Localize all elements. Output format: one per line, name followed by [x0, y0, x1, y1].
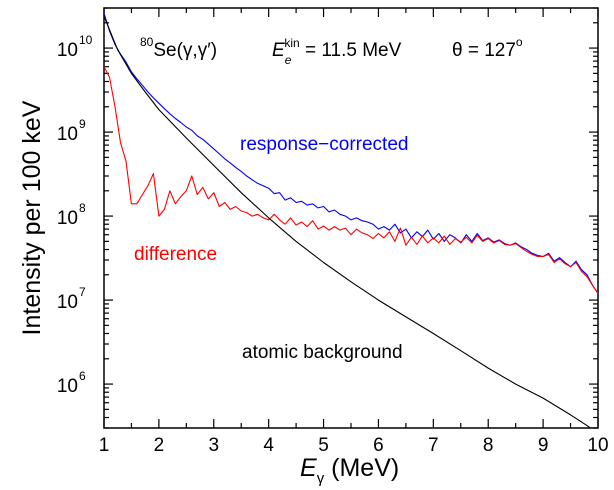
energy-value: = 11.5 MeV [300, 40, 402, 61]
x-tick-labels: 1 2 3 4 5 6 7 8 9 10 [99, 435, 609, 456]
x-axis-unit: (MeV) [324, 454, 399, 482]
reaction-superscript: 80 [140, 35, 154, 49]
label-response-corrected: response−corrected [240, 134, 408, 155]
x-tick-label: 5 [318, 435, 329, 456]
series-line-atomic-background [104, 15, 592, 428]
y-tick-label: 10 [57, 376, 78, 397]
y-tick-label: 10 [57, 124, 78, 145]
series-line-response-corrected [104, 13, 598, 294]
x-tick-label: 9 [538, 435, 549, 456]
energy-subscript: e [285, 53, 292, 67]
series-lines [104, 13, 598, 428]
x-tick-label: 1 [99, 435, 110, 456]
reaction-text: Se(γ,γ′) [153, 40, 217, 61]
x-axis-title: Eγ (MeV) [300, 454, 399, 487]
y-tick-exponent: 7 [79, 285, 86, 299]
x-tick-label: 8 [483, 435, 494, 456]
energy-annotation: Ee kin = 11.5 MeV [272, 36, 402, 67]
x-tick-label: 4 [263, 435, 274, 456]
y-tick-exponent: 8 [79, 201, 86, 215]
y-tick-exponent: 6 [79, 369, 86, 383]
x-axis-subscript: γ [317, 470, 325, 487]
plot-frame [103, 7, 599, 429]
angle-superscript: o [516, 35, 523, 49]
y-axis-title: Intensity per 100 keV [18, 100, 46, 335]
energy-symbol: E [272, 40, 285, 61]
label-atomic-background: atomic background [242, 342, 403, 363]
reaction-annotation: 80Se(γ,γ′) [140, 35, 217, 61]
y-tick-label: 10 [57, 208, 78, 229]
angle-text: θ = 127 [452, 40, 516, 61]
label-difference: difference [134, 244, 217, 265]
y-tick-label: 10 [57, 292, 78, 313]
axis-ticks [103, 7, 599, 429]
x-axis-symbol: E [300, 454, 317, 482]
x-tick-label: 2 [154, 435, 165, 456]
x-tick-label: 7 [428, 435, 439, 456]
y-tick-exponent: 10 [79, 33, 93, 47]
x-tick-label: 10 [587, 435, 608, 456]
x-tick-label: 3 [208, 435, 219, 456]
y-tick-label: 10 [57, 40, 78, 61]
angle-annotation: θ = 127o [452, 35, 523, 61]
energy-superscript: kin [284, 36, 299, 50]
series-line-difference [104, 66, 598, 294]
x-tick-label: 6 [373, 435, 384, 456]
y-tick-exponent: 9 [79, 117, 86, 131]
